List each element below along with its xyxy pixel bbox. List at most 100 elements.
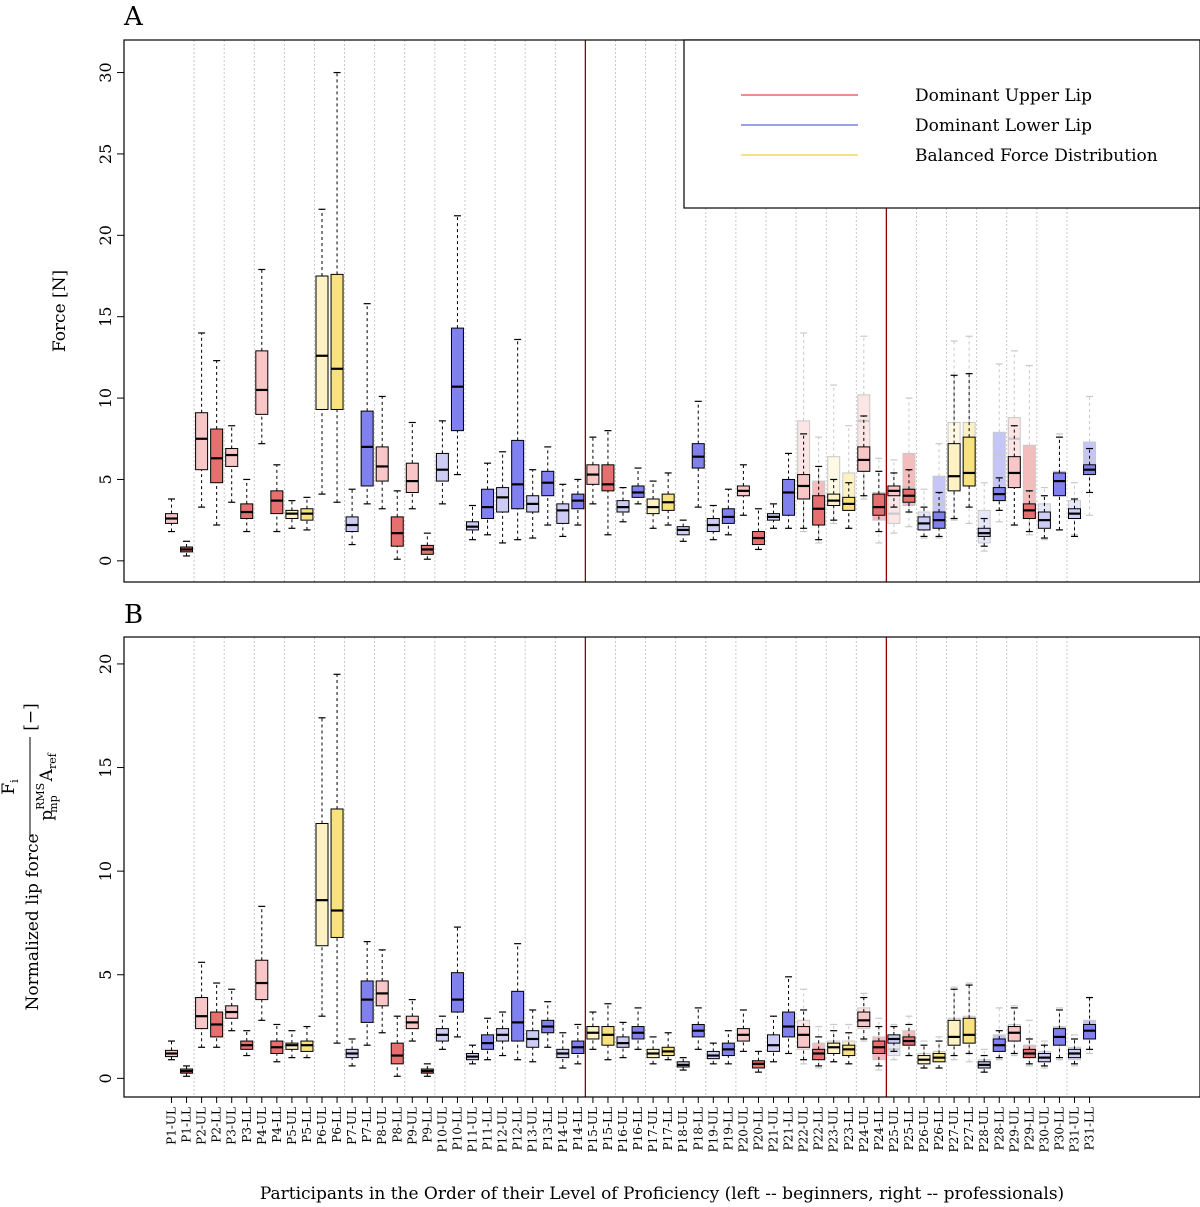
box-p19-ll-main [721,1030,735,1065]
x-tick-label: P9-UL [405,1107,419,1145]
box-p18-ul-main [676,519,690,542]
box-p13-ll-main [541,1001,555,1048]
y-tick-label: 10 [96,388,115,408]
box-p31-ul-main [1068,1038,1081,1065]
box-p3-ll-main [240,478,254,533]
box-p10-ll [450,215,464,476]
x-tick-label: P18-UL [676,1107,690,1153]
box-p14-ll-main [571,478,585,526]
box-p18-ul [676,1057,690,1071]
x-tick-label: P26-UL [917,1107,931,1153]
box-p10-ul [435,1015,449,1050]
box-p11-ul-main [466,504,479,541]
iqr-box [390,1042,404,1065]
x-tick-label: P3-UL [225,1107,239,1145]
box-p14-ul-main [556,483,570,538]
iqr-box [315,275,329,410]
box-p10-ul [435,420,449,505]
box-p23-ll-main [842,1032,856,1065]
box-p8-ul [375,395,389,510]
box-p22-ll [812,436,826,544]
box-p1-ul-main [165,1040,178,1061]
box-p21-ll [782,976,796,1055]
box-p12-ul-main [496,1011,510,1057]
panel-a-y-axis: 0 5 10 15 20 25 30 [96,62,124,566]
box-p28-ll-faded [992,363,1006,523]
box-p19-ll-main [721,488,735,536]
box-p10-ll-main [450,926,464,1038]
box-p6-ul-main [315,208,329,495]
box-p6-ll [330,71,344,503]
box-p23-ul [827,384,841,525]
box-p3-ll [240,478,254,533]
x-tick-label: P27-LL [962,1107,976,1150]
box-p24-ll [872,1017,886,1071]
box-p2-ll-main [210,360,224,526]
box-p20-ul-main [736,1009,750,1053]
box-p10-ll-main [450,215,464,476]
box-p30-ul-main [1037,495,1051,539]
x-tick-label: P24-UL [857,1107,871,1153]
box-p5-ll-main [300,1025,314,1059]
box-p22-ll-main [812,465,826,541]
box-p15-ul-main [586,436,600,505]
x-tick-label: P13-UL [526,1107,540,1153]
panel-b-proficiency-dividers [584,637,888,1097]
box-p29-ll-main [1022,490,1036,533]
box-p19-ll [721,488,735,536]
box-p12-ll [511,338,525,541]
box-p7-ll [360,303,374,505]
iqr-box [872,493,886,516]
box-p24-ul [857,335,871,500]
x-tick-label: P12-UL [496,1107,510,1153]
box-p26-ul-main [917,1044,931,1069]
box-p24-ul-main [857,415,871,497]
box-p21-ul-main [767,1015,780,1063]
box-p25-ul [887,459,901,534]
box-p12-ul-main [496,451,510,544]
panel-b-boxes [165,673,1097,1077]
box-p11-ll [481,462,495,536]
box-p31-ll [1083,395,1097,516]
box-p19-ul-main [706,1042,720,1065]
box-p7-ll-main [360,303,374,505]
box-p19-ul [706,504,720,541]
x-tick-label: P28-LL [992,1107,1006,1150]
box-p9-ll-main [420,1063,434,1077]
box-p12-ul [496,1011,510,1057]
x-tick-label: P10-UL [435,1107,449,1153]
iqr-box [797,1026,811,1048]
box-p7-ll-main [360,940,374,1046]
x-tick-label: P29-LL [1022,1107,1036,1150]
x-tick-label: P5-LL [300,1107,314,1143]
box-p15-ul-main [586,1011,600,1050]
iqr-box [405,462,419,493]
box-p22-ul-main [797,1009,811,1061]
box-p20-ll [751,1050,765,1073]
x-tick-label: P19-UL [706,1107,720,1153]
x-tick-label: P5-UL [285,1107,299,1145]
box-p29-ul-main [1007,425,1021,526]
x-tick-label: P23-UL [827,1107,841,1153]
box-p30-ul-main [1037,1044,1051,1067]
legend-label-balanced: Balanced Force Distribution [915,146,1158,166]
box-p26-ul-main [917,506,931,538]
box-p30-ll [1052,1007,1066,1061]
panel-b-ylabel-unit: [−] [21,703,41,731]
iqr-box [511,439,525,510]
iqr-box [496,487,510,513]
box-p9-ul [405,421,419,510]
box-p25-ll [902,397,916,528]
box-p11-ul-main [466,1044,479,1065]
legend: Dominant Upper Lip Dominant Lower Lip Ba… [683,39,1200,209]
box-p19-ll [721,1030,735,1065]
box-p24-ll-main [872,470,886,533]
box-p9-ll-main [420,532,434,560]
x-tick-label: P23-LL [842,1107,856,1150]
box-p28-ul [977,1048,991,1073]
box-p18-ll-main [691,400,705,508]
panel-b-letter: B [124,600,143,630]
x-tick-label: P19-LL [721,1107,735,1150]
legend-label-upper-lip: Dominant Upper Lip [915,86,1092,106]
x-tick-label: P7-LL [360,1107,374,1143]
